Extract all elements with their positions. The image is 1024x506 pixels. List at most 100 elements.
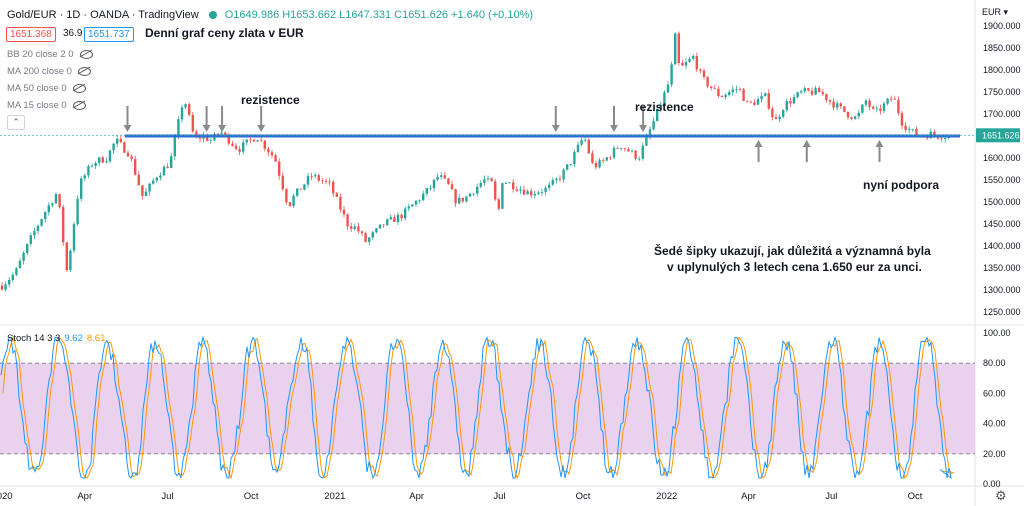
- eye-hidden-icon[interactable]: [79, 50, 93, 59]
- candle-body: [659, 105, 662, 109]
- candle-body: [314, 175, 317, 177]
- candle-body: [706, 77, 709, 87]
- candle-body: [299, 188, 302, 190]
- candle-body: [227, 134, 230, 144]
- candle-body: [364, 233, 367, 242]
- candle-body: [44, 212, 47, 220]
- stoch-legend[interactable]: Stoch 14 3 3 9.62 8.61: [7, 333, 105, 344]
- candle-body: [263, 140, 266, 149]
- candle-body: [274, 155, 277, 162]
- candle-body: [623, 148, 626, 150]
- candle-body: [126, 152, 130, 157]
- last-price-badge: [976, 128, 1020, 143]
- candle-body: [324, 181, 328, 182]
- price-tick-label: 1550.000: [983, 175, 1021, 185]
- candle-body: [555, 178, 558, 181]
- spread-value: 36.9: [60, 27, 86, 40]
- collapse-legend-button[interactable]: ⌃: [7, 115, 25, 130]
- candle-body: [846, 111, 850, 118]
- candle-body: [490, 178, 493, 182]
- candle-body: [332, 181, 335, 194]
- candle-body: [393, 217, 396, 222]
- candle-body: [904, 125, 907, 130]
- candle-body: [209, 140, 212, 142]
- candle-body: [605, 157, 608, 161]
- candle-body: [83, 175, 86, 179]
- time-tick-label: Oct: [908, 491, 923, 502]
- indicator-label: BB 20 close 2 0: [7, 49, 74, 60]
- candle-body: [101, 157, 104, 163]
- candle-body: [728, 92, 731, 95]
- candle-body: [778, 116, 781, 120]
- candle-body: [0, 285, 4, 290]
- eye-hidden-icon[interactable]: [72, 84, 86, 93]
- candle-body: [839, 103, 842, 107]
- candle-body: [8, 279, 11, 285]
- candle-body: [684, 62, 688, 66]
- candle-body: [184, 104, 187, 108]
- candle-body: [15, 268, 18, 275]
- candle-body: [159, 175, 162, 178]
- grey-arrow: [609, 106, 618, 132]
- indicator-label: MA 50 close 0: [7, 83, 67, 94]
- candle-body: [530, 191, 533, 196]
- buy-price-box[interactable]: 1651.737: [84, 27, 134, 42]
- candle-body: [782, 110, 785, 117]
- candle-body: [720, 96, 724, 98]
- grey-arrow: [257, 106, 266, 132]
- indicator-legend-ma200[interactable]: MA 200 close 0: [7, 66, 91, 77]
- indicator-legend-ma15[interactable]: MA 15 close 0: [7, 100, 86, 111]
- candle-body: [321, 180, 324, 182]
- eye-hidden-icon[interactable]: [77, 67, 91, 76]
- candle-body: [346, 214, 349, 227]
- candle-body: [443, 175, 446, 179]
- candle-body: [818, 88, 821, 93]
- candle-body: [821, 92, 824, 94]
- candle-body: [724, 94, 727, 98]
- candle-body: [454, 189, 457, 204]
- candle-body: [670, 64, 673, 85]
- candle-body: [627, 149, 630, 152]
- stoch-band: [0, 363, 975, 454]
- arrow-head: [257, 125, 266, 132]
- symbol-title[interactable]: Gold/EUR · 1D · OANDA · TradingView: [7, 9, 199, 21]
- candle-body: [292, 195, 295, 206]
- candle-body: [774, 117, 778, 120]
- candle-body: [522, 189, 526, 195]
- candle-body: [645, 136, 648, 146]
- time-tick-label: 2021: [324, 491, 345, 502]
- candle-body: [29, 235, 32, 244]
- stoch-tick-label: 60.00: [983, 388, 1006, 398]
- time-tick-label: Apr: [77, 491, 92, 502]
- candle-body: [335, 193, 338, 197]
- candle-body: [656, 108, 659, 121]
- candle-body: [386, 219, 389, 226]
- stoch-tick-label: 80.00: [983, 358, 1006, 368]
- indicator-legend-ma50[interactable]: MA 50 close 0: [7, 83, 86, 94]
- indicator-legend-bb[interactable]: BB 20 close 2 0: [7, 49, 93, 60]
- candle-body: [584, 139, 587, 141]
- candle-body: [882, 103, 886, 111]
- candle-body: [933, 131, 936, 136]
- currency-selector[interactable]: EUR ▾: [982, 7, 1009, 17]
- candle-body: [789, 101, 792, 104]
- sell-price-box[interactable]: 1651.368: [6, 27, 56, 42]
- candle-body: [735, 88, 738, 90]
- price-tick-label: 1700.000: [983, 109, 1021, 119]
- candle-body: [508, 182, 511, 184]
- candle-body: [396, 214, 400, 222]
- price-tick-label: 1600.000: [983, 153, 1021, 163]
- candle-body: [123, 142, 126, 153]
- candle-body: [105, 161, 108, 163]
- eye-hidden-icon[interactable]: [72, 101, 86, 110]
- arrow-head: [123, 125, 132, 132]
- candle-body: [252, 139, 256, 142]
- gear-icon[interactable]: ⚙: [995, 488, 1007, 503]
- candle-body: [756, 99, 760, 105]
- candle-body: [803, 88, 806, 92]
- candle-body: [771, 108, 774, 118]
- candle-body: [900, 113, 904, 126]
- candle-body: [713, 88, 716, 89]
- candle-body: [58, 194, 61, 208]
